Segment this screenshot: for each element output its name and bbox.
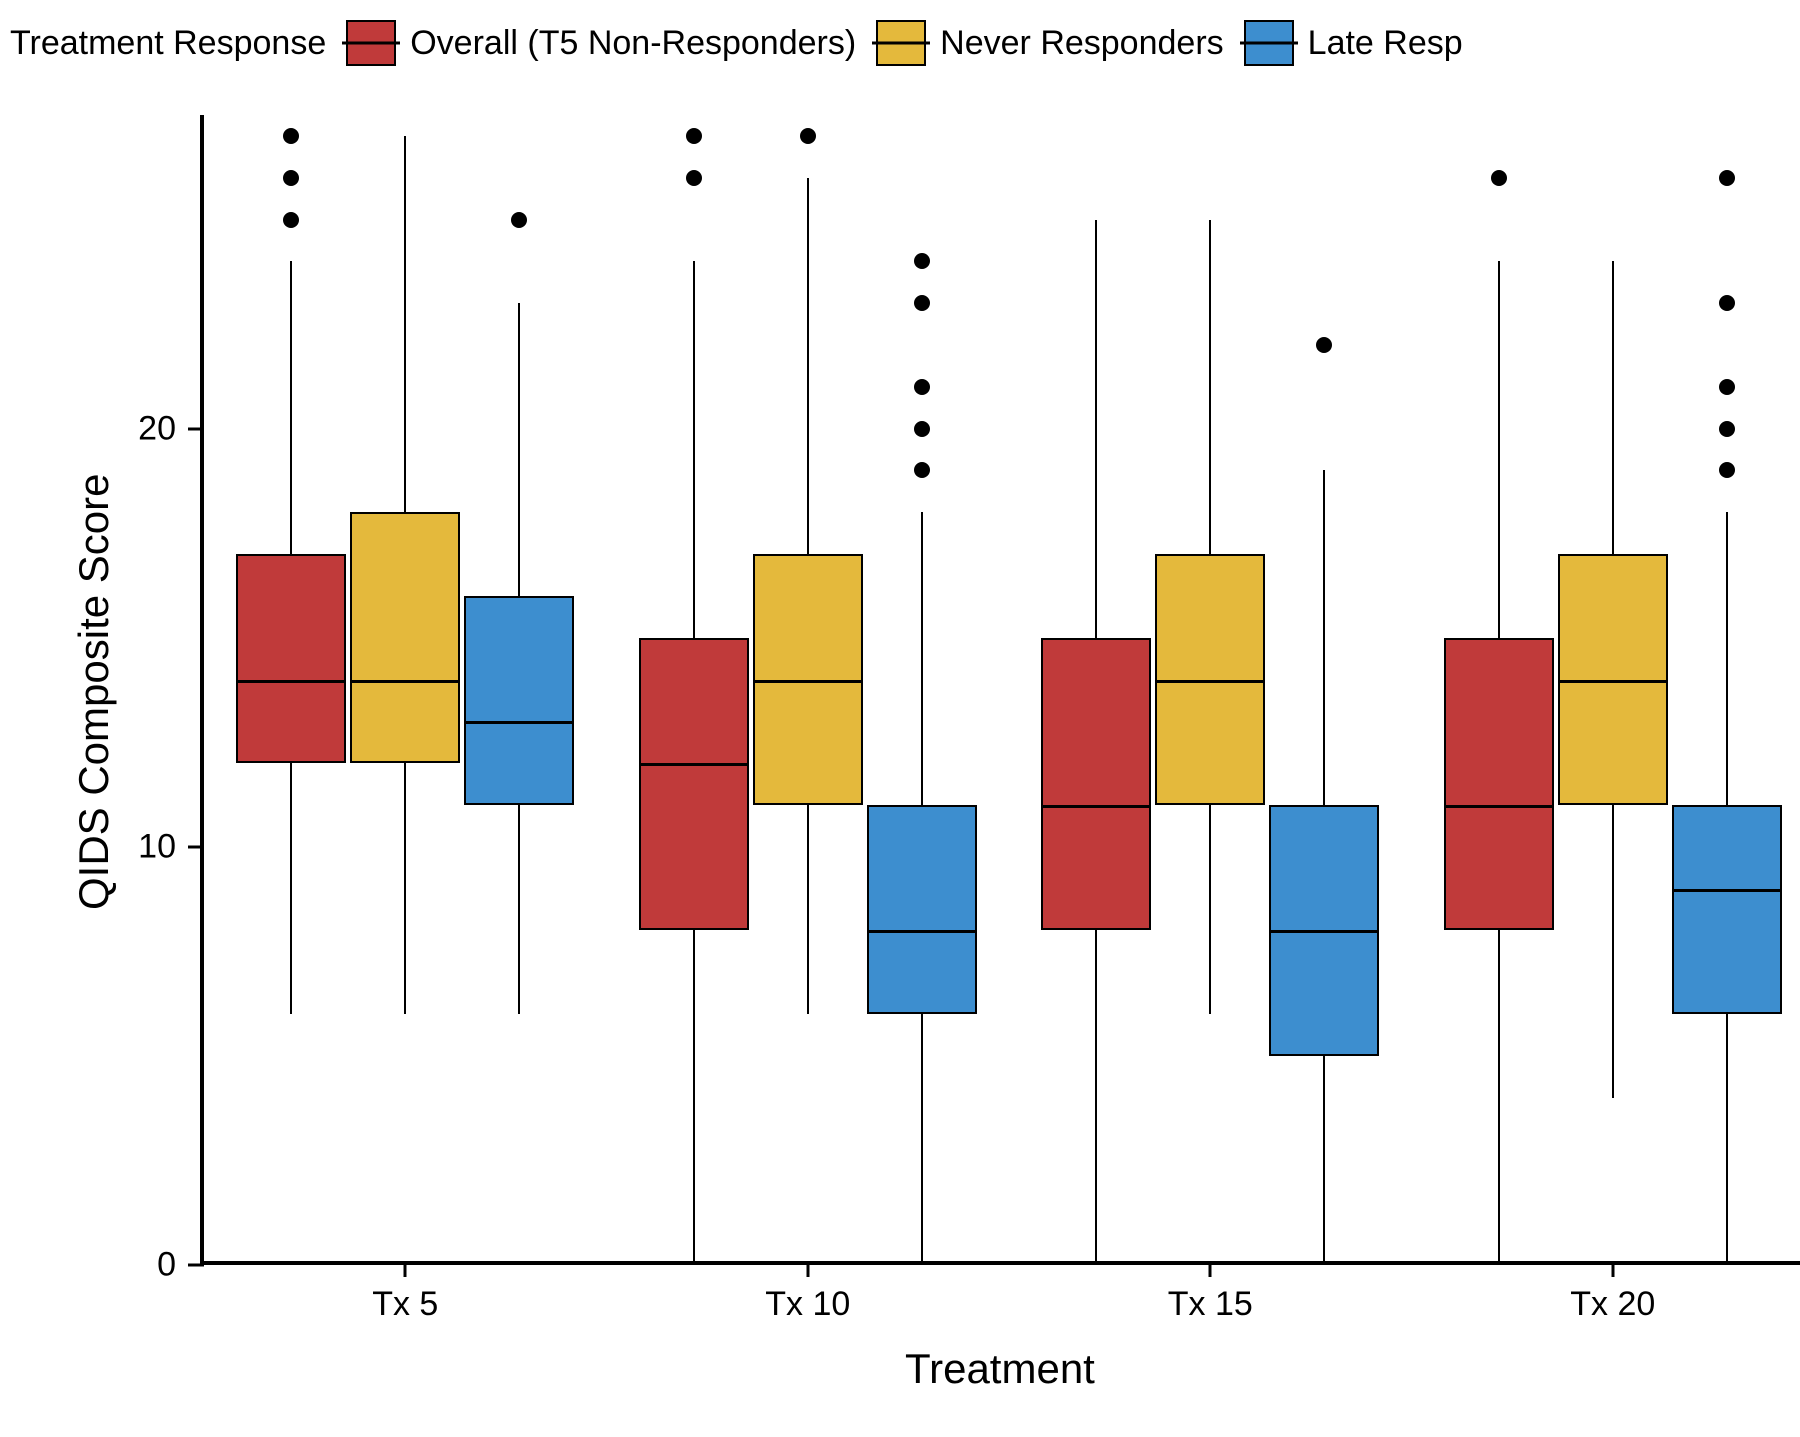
outlier-point [914,253,930,269]
outlier-point [283,128,299,144]
box [350,512,460,763]
legend-label-never: Never Responders [940,24,1223,63]
box [1672,805,1782,1014]
outlier-point [686,128,702,144]
legend: Treatment Response Overall (T5 Non-Respo… [0,20,1463,66]
outlier-point [914,295,930,311]
outlier-point [283,212,299,228]
outlier-point [914,462,930,478]
y-tick-label: 10 [138,827,176,866]
median-line [1041,805,1151,808]
median-line [1155,680,1265,683]
median-line [753,680,863,683]
legend-item-late: Late Resp [1244,20,1463,66]
median-line [1444,805,1554,808]
legend-item-overall: Overall (T5 Non-Responders) [346,20,856,66]
y-tick-mark [188,427,204,430]
legend-swatch-late [1244,20,1294,66]
y-tick-mark [188,845,204,848]
outlier-point [1719,379,1735,395]
outlier-point [1719,295,1735,311]
box [867,805,977,1014]
x-tick-label: Tx 5 [372,1285,438,1324]
median-line [867,930,977,933]
outlier-point [1719,170,1735,186]
x-tick-label: Tx 10 [765,1285,850,1324]
legend-label-overall: Overall (T5 Non-Responders) [410,24,856,63]
outlier-point [914,421,930,437]
legend-swatch-overall [346,20,396,66]
y-tick-label: 0 [157,1246,176,1285]
legend-label-late: Late Resp [1308,24,1463,63]
legend-item-never: Never Responders [876,20,1223,66]
median-line [236,680,346,683]
median-line [1672,889,1782,892]
x-tick-mark [404,1261,407,1277]
x-axis-label: Treatment [905,1345,1095,1393]
median-line [1558,680,1668,683]
x-tick-mark [806,1261,809,1277]
box [464,596,574,805]
outlier-point [800,128,816,144]
outlier-point [283,170,299,186]
outlier-point [686,170,702,186]
x-tick-label: Tx 20 [1570,1285,1655,1324]
outlier-point [1491,170,1507,186]
y-axis-label: QIDS Composite Score [70,474,118,911]
x-tick-mark [1209,1261,1212,1277]
x-tick-label: Tx 15 [1168,1285,1253,1324]
x-tick-mark [1611,1261,1614,1277]
y-tick-label: 20 [138,409,176,448]
outlier-point [1719,462,1735,478]
outlier-point [1719,421,1735,437]
median-line [464,721,574,724]
median-line [639,763,749,766]
outlier-point [1316,337,1332,353]
box [1444,638,1554,931]
legend-swatch-never [876,20,926,66]
y-tick-mark [188,1264,204,1267]
outlier-point [511,212,527,228]
plot-area: 01020Tx 5Tx 10Tx 15Tx 20 [200,115,1800,1265]
box [1041,638,1151,931]
box [639,638,749,931]
box [236,554,346,763]
chart-container: Treatment Response Overall (T5 Non-Respo… [0,0,1800,1437]
median-line [1269,930,1379,933]
legend-title: Treatment Response [10,24,326,63]
outlier-point [914,379,930,395]
median-line [350,680,460,683]
